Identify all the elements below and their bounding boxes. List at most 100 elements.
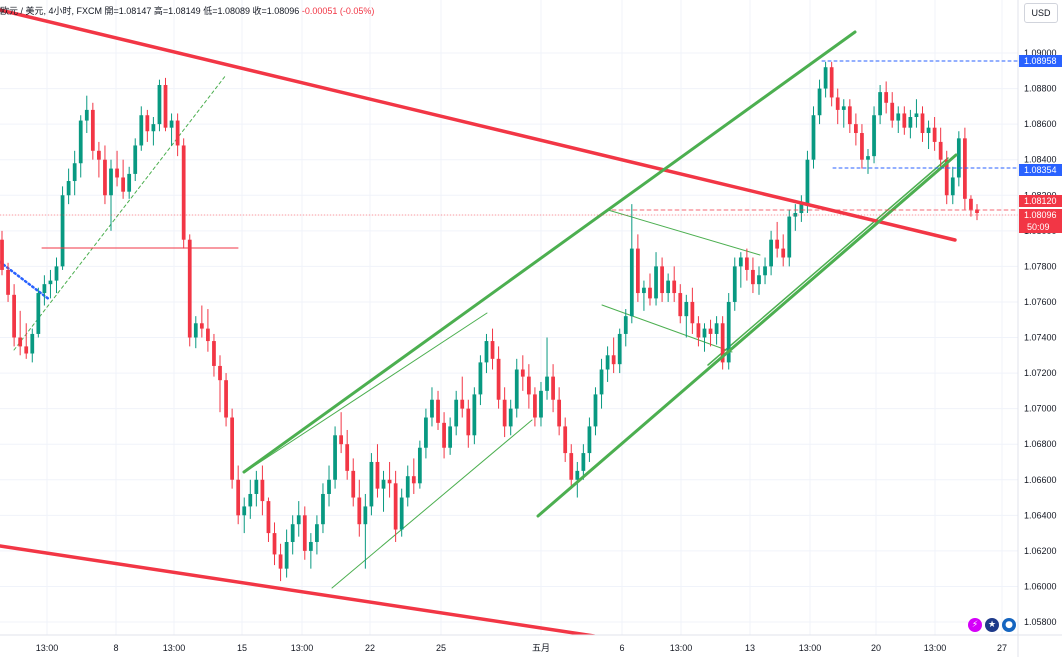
candle[interactable] — [908, 109, 913, 139]
candle[interactable] — [860, 124, 864, 169]
candle[interactable] — [345, 429, 350, 480]
currency-button[interactable]: USD — [1024, 3, 1058, 23]
candle[interactable] — [42, 275, 47, 306]
symbol-legend[interactable]: 欧元 / 美元, 4小时, FXCM 開=1.08147 高=1.08149 低… — [0, 4, 374, 17]
candle[interactable] — [460, 376, 465, 418]
candle[interactable] — [417, 440, 422, 489]
candle[interactable] — [508, 399, 513, 436]
candle[interactable] — [629, 204, 634, 324]
candle[interactable] — [872, 106, 876, 164]
candle[interactable] — [569, 444, 574, 489]
candle[interactable] — [393, 470, 398, 542]
candle[interactable] — [321, 483, 325, 534]
price-tag[interactable]: 1.08120 — [1019, 195, 1062, 207]
candle[interactable] — [109, 159, 113, 231]
candle[interactable] — [551, 364, 555, 413]
candle[interactable] — [611, 337, 616, 374]
candle[interactable] — [333, 426, 337, 489]
price-tag[interactable]: 1.08096 — [1019, 209, 1062, 221]
candle[interactable] — [744, 248, 749, 281]
candle[interactable] — [787, 209, 792, 267]
candle[interactable] — [854, 113, 858, 146]
candle[interactable] — [811, 106, 816, 169]
candle[interactable] — [878, 85, 882, 125]
candle[interactable] — [145, 109, 150, 142]
candle[interactable] — [115, 150, 119, 187]
candle[interactable] — [266, 497, 271, 542]
candle[interactable] — [193, 316, 198, 349]
candle[interactable] — [224, 373, 228, 427]
candle[interactable] — [90, 102, 95, 160]
candle[interactable] — [914, 99, 919, 128]
candle[interactable] — [956, 131, 961, 187]
symbol-name[interactable]: 欧元 / 美元, 4小时, FXCM — [0, 6, 103, 16]
green-channel-upper[interactable] — [242, 30, 857, 474]
candle[interactable] — [720, 316, 725, 370]
candle[interactable] — [84, 95, 89, 134]
candle[interactable] — [799, 195, 804, 222]
candle[interactable] — [272, 522, 277, 566]
candle[interactable] — [769, 230, 773, 276]
candle[interactable] — [242, 497, 247, 534]
candle[interactable] — [472, 387, 477, 445]
green-thin-lower-channel[interactable] — [331, 419, 533, 589]
candle[interactable] — [339, 412, 344, 454]
candle[interactable] — [969, 195, 973, 217]
candle[interactable] — [678, 284, 683, 324]
candle[interactable] — [587, 417, 592, 462]
candle[interactable] — [932, 117, 937, 151]
candle[interactable] — [708, 319, 713, 347]
candle[interactable] — [436, 390, 440, 430]
time-axis-bg[interactable] — [0, 635, 1062, 657]
candle[interactable] — [902, 106, 907, 135]
candle[interactable] — [357, 479, 362, 537]
candle[interactable] — [593, 387, 598, 436]
candle[interactable] — [514, 358, 519, 418]
candle[interactable] — [963, 127, 967, 210]
candle[interactable] — [54, 257, 59, 294]
candle[interactable] — [103, 145, 107, 205]
candle[interactable] — [660, 257, 664, 302]
us-flag-icon[interactable]: ★ — [985, 618, 999, 632]
candle[interactable] — [151, 117, 156, 146]
candle[interactable] — [308, 533, 313, 569]
candle[interactable] — [169, 113, 174, 146]
candle[interactable] — [793, 204, 798, 231]
candle[interactable] — [751, 257, 755, 294]
candle[interactable] — [726, 293, 731, 370]
candle[interactable] — [72, 150, 77, 196]
candle[interactable] — [254, 470, 259, 507]
candle[interactable] — [484, 333, 489, 374]
candle[interactable] — [563, 417, 568, 462]
candle[interactable] — [714, 316, 719, 345]
candle[interactable] — [866, 149, 870, 174]
candle[interactable] — [847, 99, 852, 134]
candle[interactable] — [938, 127, 943, 169]
candle[interactable] — [496, 346, 501, 409]
candle[interactable] — [623, 309, 628, 347]
candle[interactable] — [248, 479, 253, 519]
candle[interactable] — [175, 113, 180, 157]
candle[interactable] — [648, 273, 652, 306]
candle[interactable] — [387, 461, 392, 498]
candle[interactable] — [526, 364, 531, 409]
candle[interactable] — [290, 515, 295, 555]
candle[interactable] — [672, 266, 677, 302]
candle[interactable] — [121, 159, 125, 199]
candle[interactable] — [139, 106, 144, 151]
candle[interactable] — [454, 390, 459, 436]
green-thin-line[interactable] — [707, 157, 949, 366]
candle[interactable] — [278, 543, 283, 582]
candle[interactable] — [666, 273, 671, 302]
candle[interactable] — [424, 408, 428, 459]
candle[interactable] — [12, 284, 16, 347]
candle[interactable] — [557, 387, 562, 436]
candle[interactable] — [363, 493, 368, 569]
candle[interactable] — [24, 323, 29, 359]
candle[interactable] — [599, 358, 604, 409]
candle[interactable] — [763, 257, 767, 285]
eu-flag-icon[interactable]: ● — [1002, 618, 1016, 632]
candle[interactable] — [187, 234, 192, 347]
candle[interactable] — [575, 461, 580, 498]
candle[interactable] — [30, 328, 35, 363]
